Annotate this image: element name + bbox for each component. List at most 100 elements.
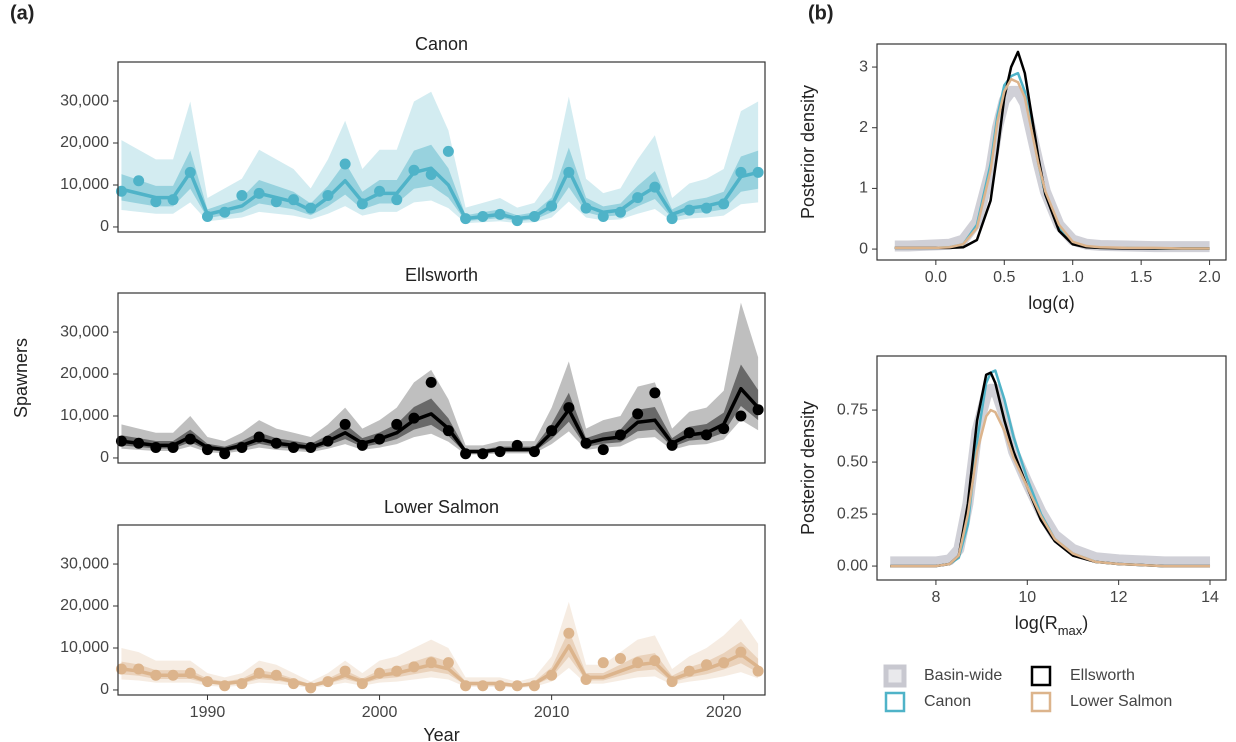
observed-point	[460, 448, 472, 460]
y-tick-label: 3	[859, 58, 868, 75]
observed-point	[528, 446, 540, 458]
observed-point	[752, 404, 764, 416]
x-tick-label: 8	[931, 589, 940, 606]
observed-point	[460, 680, 472, 692]
y-tick-label: 30,000	[60, 323, 109, 340]
observed-point	[219, 448, 231, 460]
observed-point	[735, 646, 747, 658]
x-tick-label: 2010	[534, 704, 570, 721]
credible-band	[121, 364, 759, 454]
observed-point	[305, 202, 317, 214]
observed-point	[391, 418, 403, 430]
plot-frame	[876, 355, 1227, 581]
observed-point	[597, 210, 609, 222]
y-tick-label: 20,000	[60, 597, 109, 614]
observed-point	[115, 185, 127, 197]
observed-point	[408, 661, 420, 673]
observed-point	[374, 667, 386, 679]
observed-point	[115, 663, 127, 675]
observed-point	[322, 435, 334, 447]
observed-point	[339, 418, 351, 430]
x-tick-label: 1.5	[1130, 269, 1152, 286]
observed-point	[167, 669, 179, 681]
observed-point	[322, 189, 334, 201]
observed-point	[632, 192, 644, 204]
x-axis-label: log(α)	[1028, 293, 1074, 313]
plot-frame	[117, 292, 766, 464]
observed-point	[339, 158, 351, 170]
observed-point	[305, 682, 317, 694]
y-tick-label: 20,000	[60, 365, 109, 382]
observed-point	[115, 435, 127, 447]
observed-point	[511, 439, 523, 451]
observed-point	[201, 676, 213, 688]
observed-point	[391, 194, 403, 206]
median-line	[121, 386, 760, 454]
observed-point	[408, 412, 420, 424]
observed-point	[219, 680, 231, 692]
observed-point	[201, 444, 213, 456]
observed-point	[477, 210, 489, 222]
y-tick-label: 0	[100, 681, 109, 698]
legend-key	[1030, 691, 1052, 713]
observed-point	[683, 204, 695, 216]
observed-point	[253, 667, 265, 679]
legend-label: Canon	[924, 693, 971, 710]
observed-point	[408, 164, 420, 176]
observed-point	[356, 678, 368, 690]
observed-point	[528, 210, 540, 222]
observed-point	[683, 427, 695, 439]
observed-point	[236, 189, 248, 201]
observed-point	[511, 680, 523, 692]
y-tick-label: 10,000	[60, 176, 109, 193]
observed-point	[374, 433, 386, 445]
observed-point	[597, 444, 609, 456]
observed-point	[632, 408, 644, 420]
observed-point	[563, 627, 575, 639]
density-line	[890, 408, 1211, 568]
observed-point	[546, 425, 558, 437]
observed-point	[425, 657, 437, 669]
observed-point	[391, 665, 403, 677]
observed-point	[528, 680, 540, 692]
observed-point	[666, 213, 678, 225]
observed-point	[614, 429, 626, 441]
observed-point	[614, 652, 626, 664]
y-tick-label: 0	[100, 218, 109, 235]
observed-point	[735, 166, 747, 178]
observed-point	[735, 410, 747, 422]
observed-point	[356, 198, 368, 210]
y-tick-label: 10,000	[60, 639, 109, 656]
y-axis-label: Spawners	[11, 338, 31, 418]
x-tick-label: 10	[1018, 589, 1036, 606]
observed-point	[270, 196, 282, 208]
observed-point	[683, 665, 695, 677]
y-tick-label: 2	[859, 119, 868, 136]
x-tick-label: 2000	[362, 704, 398, 721]
plot-frame	[876, 43, 1227, 261]
observed-point	[184, 433, 196, 445]
observed-point	[236, 678, 248, 690]
observed-point	[167, 194, 179, 206]
y-tick-label: 0.00	[837, 557, 868, 574]
panel-label: (a)	[10, 2, 34, 24]
x-tick-label: 0.0	[925, 269, 947, 286]
credible-band	[121, 601, 759, 688]
observed-point	[167, 441, 179, 453]
observed-point	[305, 441, 317, 453]
x-tick-label: 1.0	[1062, 269, 1084, 286]
observed-point	[253, 431, 265, 443]
observed-point	[339, 665, 351, 677]
x-tick-label: 2.0	[1198, 269, 1220, 286]
observed-point	[270, 669, 282, 681]
observed-point	[133, 663, 145, 675]
observed-point	[580, 673, 592, 685]
observed-point	[649, 655, 661, 667]
observed-point	[666, 676, 678, 688]
observed-point	[133, 437, 145, 449]
observed-point	[718, 198, 730, 210]
observed-point	[632, 657, 644, 669]
legend-label: Ellsworth	[1070, 667, 1135, 684]
observed-point	[425, 168, 437, 180]
y-tick-label: 30,000	[60, 92, 109, 109]
